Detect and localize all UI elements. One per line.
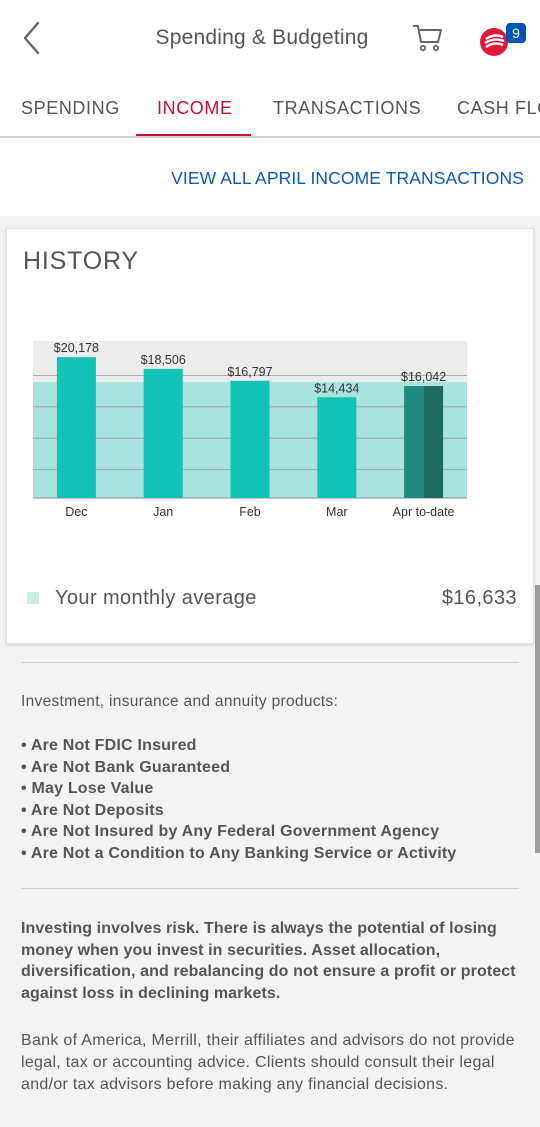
tab-transactions[interactable]: TRANSACTIONS bbox=[273, 98, 422, 118]
chart-bar bbox=[404, 386, 424, 498]
active-tab-indicator bbox=[136, 134, 251, 136]
chart-bar bbox=[56, 357, 96, 498]
x-tick-label: Jan bbox=[153, 505, 173, 519]
disclosure-list: Are Not FDIC Insured Are Not Bank Guaran… bbox=[21, 735, 457, 864]
back-button[interactable] bbox=[18, 20, 48, 56]
bank-logo-icon bbox=[480, 28, 508, 56]
monthly-average-legend: Your monthly average $16,633 bbox=[27, 587, 517, 617]
disclosure-item: May Lose Value bbox=[21, 778, 457, 800]
divider bbox=[21, 888, 519, 889]
chart-bar bbox=[230, 380, 270, 498]
history-card: HISTORY $20,178 Dec $18,506 Jan $16,797 Feb $1… bbox=[6, 228, 534, 644]
x-tick-label: Dec bbox=[65, 505, 87, 519]
scrollbar[interactable] bbox=[535, 585, 540, 853]
average-swatch bbox=[27, 592, 39, 604]
x-tick-label: Apr to-date bbox=[393, 505, 455, 519]
chevron-left-icon bbox=[23, 21, 40, 55]
disclosure-heading: Investment, insurance and annuity produc… bbox=[21, 693, 339, 710]
average-label: Your monthly average bbox=[55, 587, 257, 609]
income-history-chart: $20,178 Dec $18,506 Jan $16,797 Feb $14,434 Mar… bbox=[33, 341, 467, 519]
tab-spending[interactable]: SPENDING bbox=[21, 98, 120, 118]
x-tick-label: Feb bbox=[239, 505, 261, 519]
bar-value-label: $16,042 bbox=[401, 370, 446, 384]
tab-cash-flow[interactable]: CASH FLOW bbox=[457, 98, 540, 118]
disclosure-item: Are Not Bank Guaranteed bbox=[21, 757, 457, 779]
link-bar: VIEW ALL APRIL INCOME TRANSACTIONS bbox=[0, 138, 540, 216]
history-title: HISTORY bbox=[23, 247, 139, 275]
divider bbox=[21, 662, 519, 663]
disclosure-item: Are Not a Condition to Any Banking Servi… bbox=[21, 843, 457, 865]
app-header: Spending & Budgeting 9 bbox=[0, 0, 540, 76]
average-value: $16,633 bbox=[441, 587, 517, 609]
bar-value-label: $18,506 bbox=[141, 353, 186, 367]
chart-bar bbox=[143, 368, 183, 498]
advice-disclosure: Bank of America, Merrill, their affiliat… bbox=[21, 1032, 515, 1093]
disclosure-item: Are Not Insured by Any Federal Governmen… bbox=[21, 821, 457, 843]
tab-income[interactable]: INCOME bbox=[157, 98, 233, 118]
risk-disclosure: Investing involves risk. There is always… bbox=[21, 920, 516, 1002]
chart-bar bbox=[317, 397, 357, 498]
notification-badge: 9 bbox=[506, 23, 526, 43]
view-all-income-link[interactable]: VIEW ALL APRIL INCOME TRANSACTIONS bbox=[171, 168, 524, 188]
chart-bar-segment bbox=[423, 386, 444, 498]
bar-value-label: $16,797 bbox=[227, 365, 272, 379]
disclosure-item: Are Not Deposits bbox=[21, 800, 457, 822]
bar-value-label: $20,178 bbox=[54, 341, 99, 355]
x-tick-label: Mar bbox=[326, 505, 348, 519]
cart-button[interactable] bbox=[410, 22, 444, 54]
page-title: Spending & Budgeting bbox=[155, 26, 369, 49]
tab-bar: SPENDING INCOME TRANSACTIONS CASH FLOW bbox=[0, 76, 540, 138]
alerts-button[interactable]: 9 bbox=[478, 22, 530, 58]
disclosure-item: Are Not FDIC Insured bbox=[21, 735, 457, 757]
bar-value-label: $14,434 bbox=[314, 381, 359, 395]
cart-icon bbox=[413, 25, 442, 52]
